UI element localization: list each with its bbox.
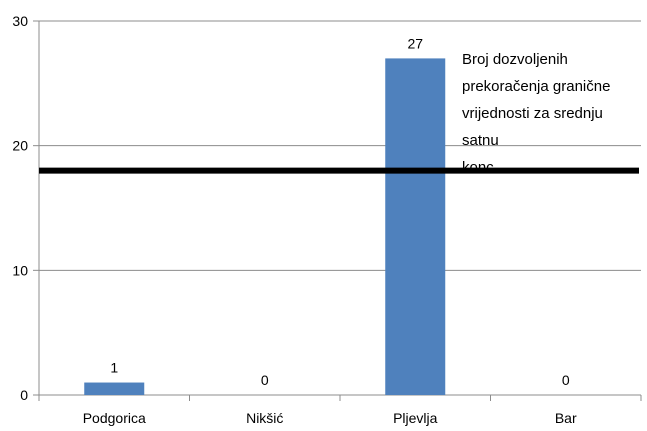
grid-lines — [39, 20, 641, 271]
annotation-line-4: konc. — [462, 159, 498, 176]
bar-podgorica — [84, 382, 145, 395]
bars — [84, 58, 446, 396]
bar-pljevlja — [385, 58, 446, 396]
y-tick-label: 20 — [12, 138, 28, 154]
annotation-line-3: vrijednosti za srednju satnu — [462, 105, 603, 149]
annotation-line-2: prekoračenja granične — [462, 78, 611, 95]
data-label: 1 — [110, 360, 118, 376]
x-category-label: Nikšić — [246, 410, 283, 426]
y-tick-label: 0 — [20, 387, 28, 403]
reference-line-annotation: Broj dozvoljenih prekoračenja granične v… — [462, 46, 642, 181]
x-category-label: Pljevlja — [393, 410, 438, 426]
data-label: 27 — [407, 35, 423, 51]
x-category-label: Podgorica — [83, 410, 146, 426]
annotation-line-1: Broj dozvoljenih — [462, 51, 568, 68]
labels: 0 10 20 30 1 Podgorica 0 Nikšić 27 Pljevlja 0 Bar — [12, 13, 577, 426]
x-category-label: Bar — [555, 410, 577, 426]
y-tick-label: 10 — [12, 262, 28, 278]
data-label: 0 — [261, 372, 269, 388]
data-label: 0 — [562, 372, 570, 388]
y-tick-label: 30 — [12, 13, 28, 29]
